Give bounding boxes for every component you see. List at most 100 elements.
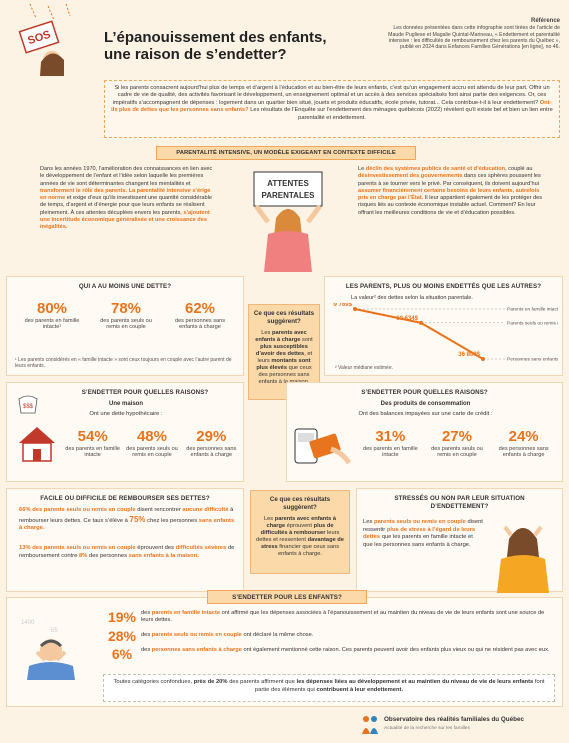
stat-label: des parents seuls ou remis en couple (431, 446, 483, 459)
s1-d: que ceux des personnes sans enfants à la… (258, 365, 312, 386)
children-row: 6% des personnes sans enfants à charge o… (103, 647, 555, 661)
children-row: 19% des parents en famille intacte ont a… (103, 610, 555, 625)
reasons-consumer-stat: 27% des parents seuls ou remis en couple (427, 429, 487, 459)
row-hl: parents en famille intacte (151, 610, 221, 616)
debt-chart-value-label: 69 769$ (333, 303, 353, 308)
s1-a: Les (261, 329, 271, 336)
s1-hl1: parents avec enfants à charge (255, 329, 307, 343)
row-text: des parents seuls ou remis en couple ont… (141, 629, 555, 639)
stress-text: Les parents seuls ou remis en couple dis… (363, 519, 483, 549)
s1-b: sont (302, 336, 313, 343)
row-hl: personnes sans enfants à charge (151, 646, 242, 653)
intro-text: Si les parents consacrent aujourd’hui pl… (112, 85, 550, 106)
debt-more-heading: LES PARENTS, PLUS OU MOINS ENDETTÉS QUE … (345, 283, 542, 290)
intensive-left-a: Dans les années 1970, l’amélioration des… (40, 166, 213, 187)
sign-line-1: ATTENTES (267, 179, 309, 188)
title-line-2: une raison de s’endetter? (104, 45, 287, 63)
header: SOS L’épanouissement des enfants, une ra… (0, 0, 569, 78)
footer-tagline: Actualité de la recherche sur les famill… (384, 726, 470, 731)
repay-p1-hl1: 66% des parents seuls ou remis en couple (19, 507, 136, 513)
sign-line-2: PARENTALES (261, 191, 315, 200)
repay-heading: FACILE OU DIFFICILE DE REMBOURSER SES DE… (40, 495, 210, 502)
debt-one-panel: QUI A AU MOINS UNE DETTE? 80% des parent… (6, 276, 244, 376)
s2-b: éprouvent (286, 522, 313, 529)
stat-label: des personnes sans enfants à charge (498, 446, 549, 459)
children-row: 28% des parents seuls ou remis en couple… (103, 629, 555, 643)
intensive-right-c: dans ces sphères poussent les parents à … (358, 173, 541, 187)
intensive-right-d: Il leur appartient également de les prot… (358, 195, 543, 216)
stat-value: 80% (36, 300, 68, 317)
reasons-house-heading: S’ENDETTER POUR QUELLES RAISONS? (81, 389, 209, 396)
house-icon (19, 427, 55, 462)
stat-value: 78% (110, 300, 142, 317)
intensive-left-hl2: s’ajoutent une incertitude économique gé… (40, 209, 210, 231)
intensive-right-hl1: déclin des systèmes publics de santé et … (365, 166, 506, 172)
debt-one-stat: 78% des parents seuls ou remis en couple (93, 301, 159, 331)
debt-one-stat: 62% des personnes sans enfants à charge (167, 301, 233, 331)
intensive-right-text: Le déclin des systèmes publics de santé … (358, 166, 548, 217)
suggest-title: Ce que ces résultats suggèrent? (269, 496, 331, 511)
children-heading: S’ENDETTER POUR LES ENFANTS? (207, 590, 367, 604)
debt-chart-value-label: 60 634$ (396, 316, 418, 322)
organization-logo-icon (362, 716, 378, 734)
reasons-house-stat: 29% des personnes sans enfants à charge (183, 429, 239, 459)
debt-one-stats: 80% des parents en famille intacte¹ 78% … (15, 301, 237, 331)
reasons-house-stat: 48% des parents seuls ou remis en couple (124, 429, 180, 459)
stat-label: des parents en famille intacte¹ (24, 318, 80, 331)
repay-p2-c: des personnes (88, 552, 127, 559)
stat-value: 31% (375, 428, 406, 445)
suggest-body: Les parents avec enfants à charge éprouv… (256, 516, 344, 559)
stress-heading: STRESSÉS OU NON PAR LEUR SITUATION D’END… (394, 495, 525, 510)
intensive-right-b: , couplé au (505, 166, 533, 172)
debt-more-footnote: ² Valeur médiane estimée. (335, 365, 393, 371)
intensive-left-b: et exige d’eux qu’ils investissent une q… (40, 195, 212, 216)
reasons-house-sub2: Ont une dette hypothécaire : (89, 411, 163, 417)
reasons-consumer-sub2: Ont des balances impayées sur une carte … (358, 411, 493, 417)
debt-chart-value-label: 36 800$ (458, 352, 480, 358)
debt-chart-group-label: Personnes sans enfants à charge (507, 357, 558, 363)
row-b: ont déclaré la même chose. (243, 631, 314, 638)
summary-a: Toutes catégories confondues, (113, 679, 193, 685)
credit-card-terminal-icon (294, 428, 351, 465)
repay-p2-hl2: difficultés sévères (175, 545, 227, 551)
page-title: L’épanouissement des enfants, une raison… (104, 29, 374, 63)
reasons-house-stats: 54% des parents en famille intacte 48% d… (63, 429, 241, 459)
reasons-house-sub: Une maison (108, 401, 143, 407)
s1-hl3: montants sont plus élevés (256, 358, 311, 372)
summary-c: font partie des éléments qui (254, 679, 545, 693)
repay-p1-b: à rembourser leurs dettes. Ce taux s’élè… (19, 507, 234, 524)
stat-label: des parents en famille intacte (362, 446, 418, 459)
stress-b: disent ressentir (363, 519, 483, 533)
debt-chart-point (481, 357, 485, 361)
stat-label: des personnes sans enfants à charge (186, 446, 237, 459)
row-a: des (141, 646, 151, 653)
debt-more-subtitle: La valeur² des dettes selon la situation… (351, 295, 473, 301)
intensive-section: PARENTALITÉ INTENSIVE, UN MODÈLE EXIGEAN… (6, 146, 563, 272)
title-line-1: L’épanouissement des enfants, (104, 29, 327, 46)
debt-chart-group-label: Parents en famille intacte (507, 307, 558, 313)
suggest-box-2: Ce que ces résultats suggèrent? Les pare… (250, 490, 350, 574)
row-a: des (141, 610, 151, 616)
reasons-consumer-heading: S’ENDETTER POUR QUELLES RAISONS? (361, 389, 488, 396)
repay-p2-a: éprouvent des (137, 545, 175, 551)
intro-text-2: Les résultats de l’Enquête sur l’endette… (250, 107, 553, 121)
summary-hl3: contribuent à leur endettement. (316, 686, 404, 693)
debt-more-panel: LES PARENTS, PLUS OU MOINS ENDETTÉS QUE … (324, 276, 563, 376)
reasons-house-stat: 54% des parents en famille intacte (65, 429, 121, 459)
repay-p1: 66% des parents seuls ou remis en couple… (19, 507, 237, 533)
money-bag-icon: $$$ (18, 395, 38, 414)
s2-a: Les (263, 515, 274, 522)
debt-chart-point (419, 320, 423, 325)
repay-p1-hl4: sans enfants à charge. (19, 517, 235, 532)
debt-chart: 69 769$ Parents en famille intacte 60 634$… (333, 303, 558, 363)
stat-value: 62% (184, 300, 216, 317)
s2-d: financier que ceux sans enfants à charge… (278, 544, 340, 558)
repay-p2-hl1: 13% des parents seuls ou remis en couple (19, 545, 136, 551)
reasons-consumer-sub: Des produits de consommation (380, 401, 471, 407)
repay-panel: FACILE OU DIFFICILE DE REMBOURSER SES DE… (6, 488, 244, 592)
repay-p2-hl4: sans enfants à la maison. (128, 552, 199, 559)
stat-value: 28% (107, 627, 137, 644)
intro-box: Si les parents consacrent aujourd’hui pl… (104, 80, 560, 138)
stat-value: 29% (196, 428, 227, 445)
sos-sign-illustration: SOS (18, 3, 71, 76)
